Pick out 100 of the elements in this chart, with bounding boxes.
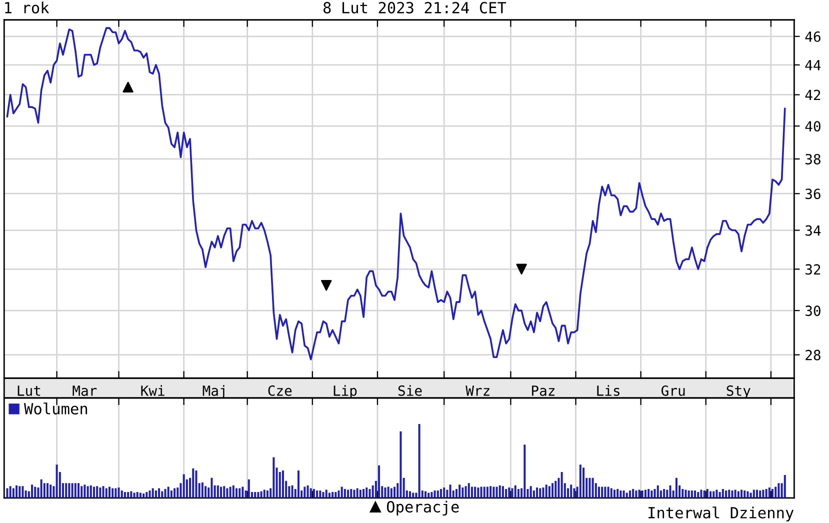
bar — [43, 483, 46, 498]
bar — [334, 492, 337, 498]
bar — [368, 489, 371, 498]
bar — [226, 488, 228, 498]
x-tick-label: Paz — [532, 386, 554, 396]
bar — [347, 490, 350, 498]
x-tick-label: Lut — [18, 386, 40, 396]
text: Interwal Dzienny — [648, 506, 794, 522]
bar — [688, 490, 690, 498]
bar — [669, 485, 672, 498]
x-tick-label: Kwi — [141, 385, 164, 396]
bar — [372, 485, 374, 498]
bar — [236, 488, 238, 498]
x-tick-label: Cze — [268, 385, 292, 396]
bar — [148, 490, 151, 498]
bar — [412, 492, 414, 498]
bar — [210, 478, 213, 498]
bar — [46, 483, 49, 498]
bar — [192, 468, 194, 498]
x-tick-label: Sty — [726, 385, 750, 399]
bar — [684, 490, 687, 498]
bar — [524, 444, 526, 498]
bar — [105, 488, 108, 498]
bar — [728, 490, 730, 498]
bar — [266, 490, 268, 498]
bar — [146, 492, 148, 498]
x-tick-label: Lis — [597, 385, 620, 396]
bar — [328, 492, 330, 498]
bar — [99, 488, 102, 498]
bar — [154, 490, 157, 498]
bar — [112, 488, 114, 498]
bar — [710, 491, 712, 498]
bar — [530, 486, 532, 498]
bar — [282, 470, 284, 498]
bar — [71, 483, 74, 498]
bar — [762, 490, 764, 498]
bar — [56, 464, 58, 498]
bar — [552, 483, 554, 498]
bar — [778, 483, 780, 498]
bar — [350, 489, 352, 498]
bar — [464, 486, 467, 498]
y-tick-label: 46 — [805, 31, 820, 42]
y-tick-label: 34 — [806, 225, 821, 236]
bar — [480, 486, 482, 498]
bar — [752, 490, 755, 498]
bar — [449, 484, 452, 498]
bar — [9, 486, 12, 498]
y-tick-label: 44 — [805, 60, 821, 70]
y-tick-label: 40 — [805, 121, 820, 132]
bar — [539, 488, 542, 498]
legend-label: Operacje — [386, 500, 459, 516]
bar — [114, 488, 117, 498]
bar — [257, 492, 260, 498]
bar — [242, 486, 244, 498]
bar — [440, 489, 442, 498]
bar — [387, 486, 390, 498]
bar — [22, 486, 24, 498]
bar — [462, 488, 464, 498]
bar — [394, 486, 396, 498]
bar — [712, 491, 715, 498]
legend-label: Wolumen — [24, 402, 88, 414]
bar — [592, 478, 594, 498]
x-tick-label: Lip — [334, 385, 357, 399]
bar — [223, 486, 226, 498]
bar — [694, 490, 696, 498]
y-tick-label: 42 — [805, 90, 820, 100]
bar — [120, 490, 123, 498]
bar — [232, 485, 234, 498]
bar — [430, 492, 433, 498]
bar — [508, 488, 510, 498]
bar — [90, 485, 92, 498]
bar — [18, 486, 21, 498]
bar — [675, 478, 678, 498]
bar — [734, 490, 736, 498]
bar — [737, 491, 740, 498]
bar — [650, 490, 653, 498]
chart-subtitle: 8 Lut 2023 21:24 CET — [324, 2, 506, 14]
bar — [598, 486, 600, 498]
x-tick-label: Mar — [72, 386, 97, 396]
bar — [65, 483, 68, 498]
bar — [124, 492, 126, 498]
bar — [616, 489, 619, 498]
point — [122, 82, 134, 93]
bar — [632, 489, 634, 498]
bar — [610, 488, 612, 498]
bar — [130, 491, 132, 498]
bar — [167, 486, 170, 498]
bar — [362, 489, 365, 498]
bar — [620, 490, 622, 498]
bar — [548, 486, 550, 498]
bar — [182, 474, 185, 498]
bar — [319, 490, 322, 498]
bar — [133, 492, 136, 498]
bar — [201, 482, 204, 498]
point — [516, 264, 527, 275]
bar — [31, 484, 34, 498]
bar — [338, 490, 340, 498]
bar — [498, 485, 501, 498]
bar — [601, 486, 604, 498]
y-tick-label: 36 — [806, 188, 820, 200]
